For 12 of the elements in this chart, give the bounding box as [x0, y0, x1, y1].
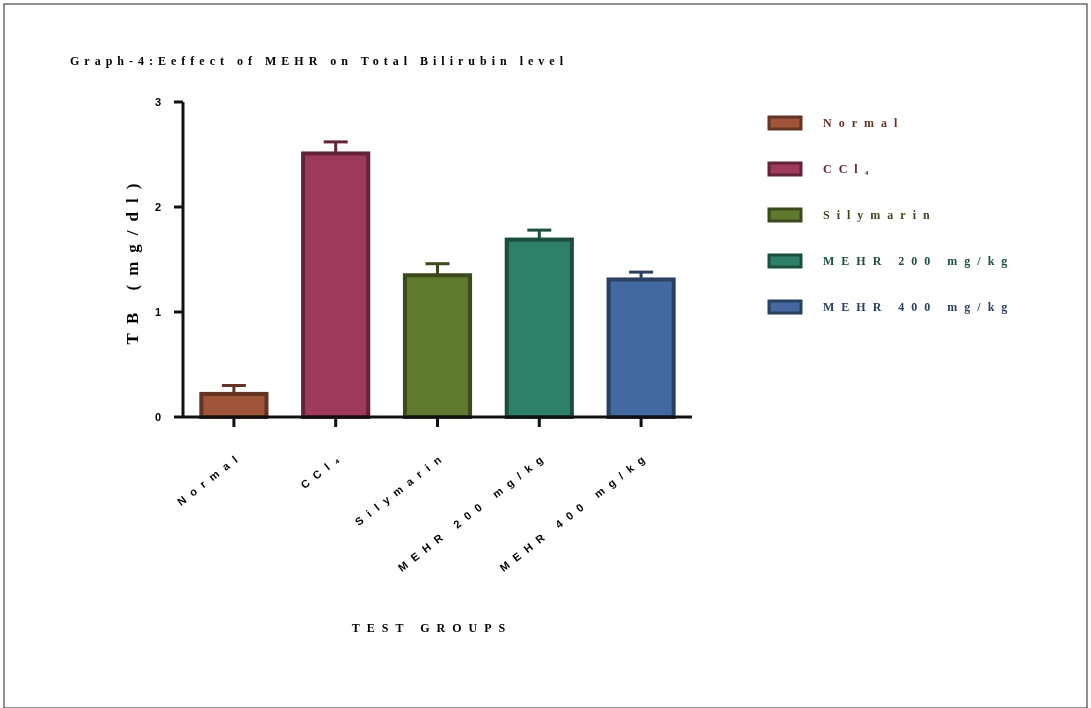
y-tick-label: 3 [154, 95, 161, 108]
legend-label: Normal [823, 116, 905, 130]
y-tick-label: 0 [154, 410, 161, 423]
legend-label: Silymarin [823, 208, 937, 222]
y-axis-title: TB (mg/dl) [123, 174, 142, 345]
y-tick-label: 2 [154, 200, 161, 213]
legend-label: MEHR 200 mg/kg [823, 254, 1015, 268]
chart-title: Graph-4:Eeffect of MEHR on Total Bilirubin level [70, 54, 568, 68]
legend-label: CCl₄ [823, 162, 876, 176]
x-axis-title: TEST GROUPS [351, 621, 513, 635]
legend-label: MEHR 400 mg/kg [823, 300, 1015, 314]
y-tick-label: 1 [154, 305, 161, 318]
